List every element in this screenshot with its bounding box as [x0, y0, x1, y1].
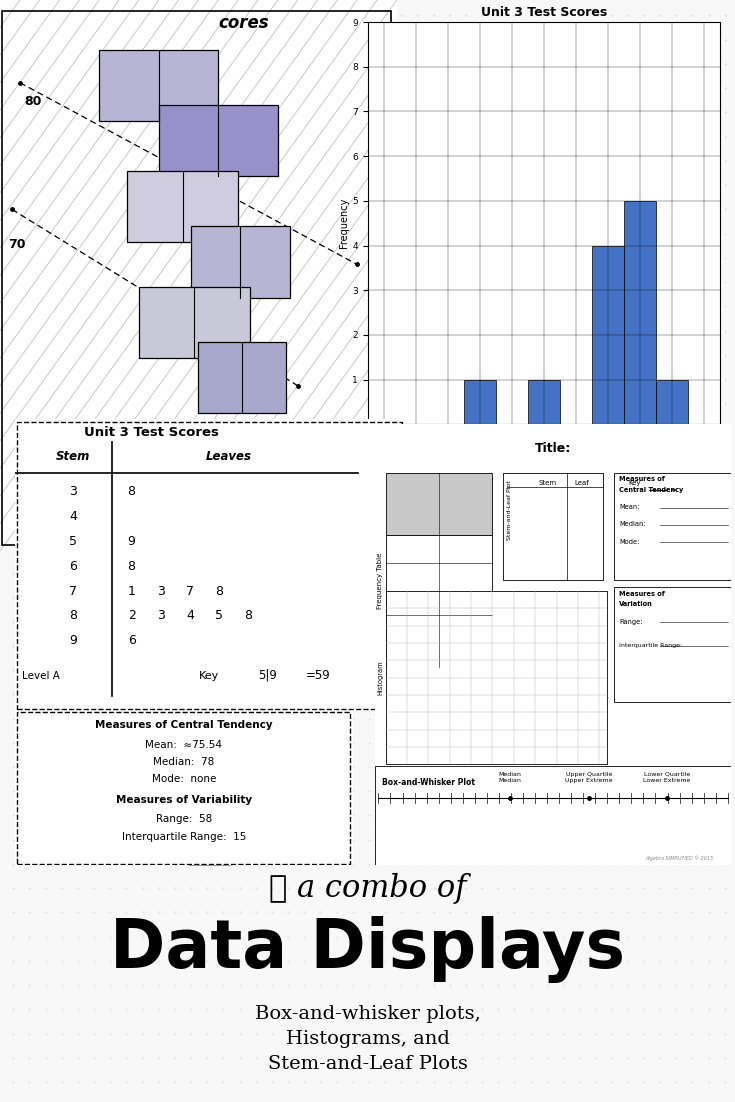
- FancyBboxPatch shape: [386, 591, 606, 765]
- Text: Mode:: Mode:: [619, 539, 639, 544]
- Text: Range:: Range:: [619, 618, 642, 625]
- Text: Data Displays: Data Displays: [110, 916, 625, 983]
- Bar: [624, 201, 656, 424]
- Text: Level A: Level A: [23, 671, 60, 681]
- Text: =59: =59: [306, 669, 331, 682]
- Text: Lower Extreme: Lower Extreme: [643, 778, 691, 782]
- Bar: [592, 246, 624, 424]
- Text: 6: 6: [128, 635, 135, 647]
- Text: 8: 8: [215, 584, 223, 597]
- Text: 80: 80: [24, 95, 41, 108]
- Text: 3: 3: [157, 609, 165, 623]
- FancyBboxPatch shape: [159, 105, 278, 176]
- Text: Frequency Table: Frequency Table: [377, 552, 383, 608]
- Text: A: A: [392, 451, 402, 464]
- Text: 7: 7: [186, 584, 194, 597]
- FancyBboxPatch shape: [614, 587, 731, 702]
- FancyBboxPatch shape: [362, 398, 410, 453]
- Title: Unit 3 Test Scores: Unit 3 Test Scores: [481, 7, 607, 20]
- Text: R: R: [381, 419, 390, 432]
- FancyBboxPatch shape: [375, 424, 731, 771]
- X-axis label: Score Ranges: Score Ranges: [503, 471, 584, 480]
- Text: 5: 5: [215, 609, 223, 623]
- Text: 9: 9: [128, 534, 135, 548]
- Text: 5|9: 5|9: [259, 669, 277, 682]
- Text: 5: 5: [69, 534, 77, 548]
- Text: 3: 3: [69, 485, 77, 498]
- Text: Median:: Median:: [619, 521, 645, 528]
- FancyBboxPatch shape: [15, 711, 353, 865]
- Text: Central Tendency: Central Tendency: [619, 487, 684, 493]
- Text: Stem-and-Leaf Plot: Stem-and-Leaf Plot: [506, 479, 512, 540]
- Text: 8: 8: [128, 560, 135, 573]
- FancyBboxPatch shape: [198, 342, 286, 413]
- Text: Median: Median: [499, 771, 522, 777]
- FancyBboxPatch shape: [0, 0, 397, 551]
- FancyBboxPatch shape: [386, 536, 492, 668]
- Text: 2: 2: [128, 609, 135, 623]
- Text: Mode:  none: Mode: none: [151, 774, 216, 784]
- Text: Range:  58: Range: 58: [156, 813, 212, 824]
- Text: Median:  78: Median: 78: [153, 757, 215, 767]
- Text: Interquartile Range:  15: Interquartile Range: 15: [121, 832, 246, 842]
- FancyBboxPatch shape: [375, 766, 731, 865]
- Text: Leaf: Leaf: [575, 479, 589, 486]
- FancyBboxPatch shape: [190, 226, 290, 298]
- Text: Mean:  ≈75.54: Mean: ≈75.54: [146, 739, 222, 749]
- Text: 4: 4: [69, 510, 77, 523]
- FancyBboxPatch shape: [99, 50, 218, 121]
- FancyBboxPatch shape: [369, 422, 425, 493]
- Text: Upper Quartile: Upper Quartile: [565, 771, 612, 777]
- Text: Upper Extreme: Upper Extreme: [565, 778, 612, 782]
- Text: Variation: Variation: [619, 602, 653, 607]
- Text: Histogram: Histogram: [377, 660, 383, 695]
- Bar: [464, 379, 496, 424]
- FancyBboxPatch shape: [386, 473, 492, 536]
- Text: Algebra SIMPLIFIED © 2015: Algebra SIMPLIFIED © 2015: [645, 855, 714, 861]
- Text: Interquartile Range:: Interquartile Range:: [619, 642, 682, 648]
- Text: Lower Quartile: Lower Quartile: [644, 771, 690, 777]
- Text: Key: Key: [628, 479, 640, 486]
- Text: 1: 1: [128, 584, 135, 597]
- Text: Stem: Stem: [56, 450, 90, 463]
- Text: Title:: Title:: [535, 442, 571, 455]
- Text: 3: 3: [157, 584, 165, 597]
- Text: Measures of: Measures of: [619, 476, 664, 483]
- Bar: [656, 379, 688, 424]
- FancyBboxPatch shape: [614, 473, 731, 581]
- Text: Stem: Stem: [539, 479, 557, 486]
- Text: 8: 8: [245, 609, 252, 623]
- Text: ★ a combo of: ★ a combo of: [269, 873, 466, 904]
- Text: Box-and-Whisker Plot: Box-and-Whisker Plot: [382, 778, 475, 787]
- Text: Key: Key: [199, 671, 220, 681]
- Text: W: W: [204, 826, 217, 840]
- Text: Box-and-whisker plots,
Histograms, and
Stem-and-Leaf Plots: Box-and-whisker plots, Histograms, and S…: [254, 1005, 481, 1073]
- Text: Median: Median: [499, 778, 522, 782]
- FancyBboxPatch shape: [127, 171, 238, 242]
- Text: Mean:: Mean:: [619, 504, 639, 510]
- Text: 4: 4: [186, 609, 194, 623]
- FancyBboxPatch shape: [503, 473, 603, 581]
- Text: Measures of Central Tendency: Measures of Central Tendency: [95, 720, 273, 730]
- Text: Measures of: Measures of: [619, 591, 664, 597]
- Text: Measures of Variability: Measures of Variability: [115, 796, 252, 806]
- Bar: [528, 379, 560, 424]
- Text: 8: 8: [69, 609, 77, 623]
- Text: 70: 70: [8, 238, 26, 251]
- Text: cores: cores: [218, 13, 269, 32]
- FancyBboxPatch shape: [184, 801, 237, 865]
- Text: Unit 3 Test Scores: Unit 3 Test Scores: [84, 426, 218, 440]
- Text: 6: 6: [69, 560, 77, 573]
- Text: 7: 7: [69, 584, 77, 597]
- FancyBboxPatch shape: [139, 287, 250, 358]
- Text: 9: 9: [69, 635, 77, 647]
- Text: 8: 8: [128, 485, 135, 498]
- Text: =: =: [671, 487, 677, 494]
- Text: Leaves: Leaves: [206, 450, 252, 463]
- FancyBboxPatch shape: [15, 419, 404, 711]
- Y-axis label: Frequency: Frequency: [340, 198, 349, 248]
